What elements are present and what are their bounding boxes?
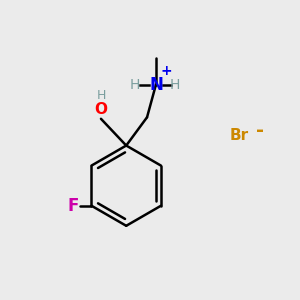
- Text: +: +: [160, 64, 172, 78]
- Text: H: H: [170, 78, 181, 92]
- Text: H: H: [130, 78, 140, 92]
- Text: H: H: [96, 89, 106, 102]
- Text: F: F: [68, 197, 79, 215]
- Text: -: -: [256, 121, 264, 140]
- Text: N: N: [149, 76, 163, 94]
- Text: O: O: [94, 102, 107, 117]
- Text: Br: Br: [230, 128, 249, 142]
